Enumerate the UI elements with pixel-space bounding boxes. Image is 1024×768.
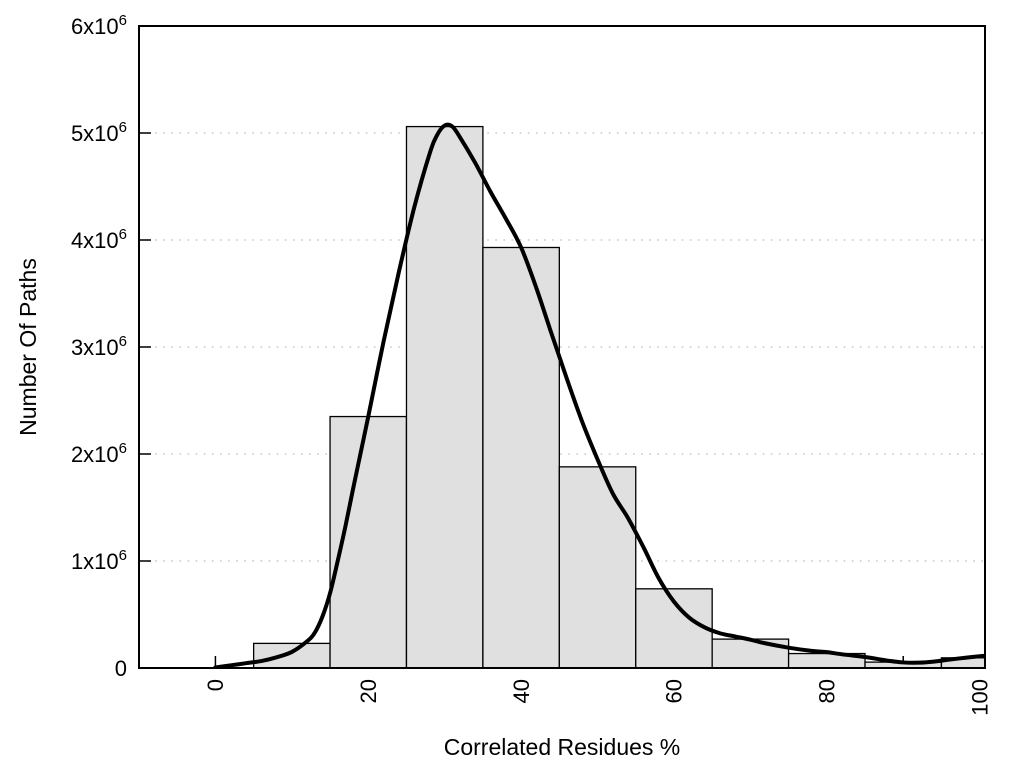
histogram-bar: [252, 642, 331, 668]
x-tick-label: 0: [203, 679, 228, 691]
x-tick-label: 80: [815, 679, 840, 703]
histogram-bars: [252, 125, 985, 668]
y-tick-label: 6x106: [71, 12, 127, 39]
y-tick-label: 5x106: [71, 119, 127, 146]
y-tick-label: 0: [115, 656, 127, 681]
x-tick-label: 20: [356, 679, 381, 703]
x-axis-title: Correlated Residues %: [444, 734, 681, 760]
x-tick-label: 60: [662, 679, 687, 703]
histogram-bar: [482, 246, 560, 668]
y-tick-labels: 0 1x106 2x106 3x106 4x106 5x106 6x106: [71, 12, 127, 681]
fit-curve-layer: [213, 122, 985, 668]
y-tick-label: 4x106: [71, 226, 127, 253]
y-tick-label: 3x106: [71, 333, 127, 360]
y-tick-label: 2x106: [71, 440, 127, 467]
y-tick-label: 1x106: [71, 547, 127, 574]
histogram-bar: [405, 125, 484, 668]
x-tick-label: 40: [509, 679, 534, 703]
histogram-bar: [711, 638, 790, 668]
plot-border: [138, 25, 986, 669]
x-tick-label: 100: [967, 679, 992, 716]
gridlines-layer: [139, 132, 985, 562]
x-tick-labels: 0 20 40 60 80 100: [203, 679, 992, 716]
y-axis-title: Number Of Paths: [15, 258, 41, 436]
histogram-bar: [558, 466, 637, 668]
density-curve: [213, 122, 985, 668]
